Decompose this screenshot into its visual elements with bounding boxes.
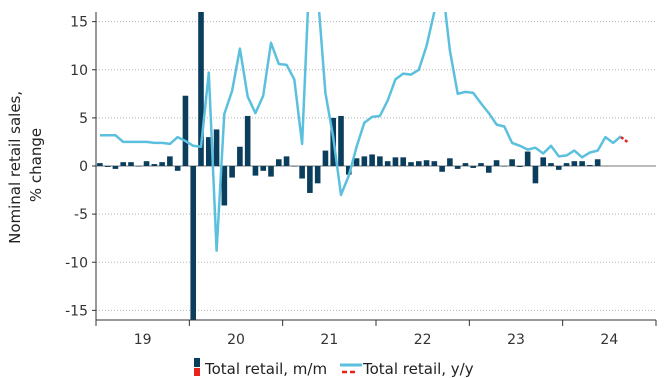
line-yy <box>99 12 622 252</box>
bar-mm <box>462 163 469 166</box>
bar-mm <box>260 166 267 171</box>
bar-mm <box>377 156 383 166</box>
bar-mm <box>291 166 298 167</box>
bar-mm <box>594 159 601 166</box>
bar-mm <box>268 166 274 177</box>
x-tick-labels: 19 20 21 22 23 24 <box>134 332 619 348</box>
bar-mm <box>314 166 321 184</box>
bar-mm <box>555 166 562 170</box>
bar-mm <box>322 150 329 166</box>
bar-mm <box>517 166 523 167</box>
line-yy-forecast <box>620 136 630 144</box>
bar-mm <box>104 166 111 167</box>
y-tick-label: 5 <box>79 111 88 127</box>
bar-mm <box>384 161 391 166</box>
yy-lines <box>99 12 630 252</box>
bar-mm <box>563 163 570 166</box>
bar-mm <box>120 162 127 166</box>
bar-mm <box>392 157 399 166</box>
bar-mm <box>307 166 313 193</box>
bar-mm <box>501 166 508 167</box>
bar-mm <box>415 161 422 166</box>
y-axis-title-line-1: Nominal retail sales, <box>6 91 24 244</box>
bar-mm <box>431 161 438 166</box>
bar-mm <box>221 166 228 206</box>
bar-mm <box>182 95 189 166</box>
bar-mm <box>159 162 165 166</box>
bar-mm <box>540 157 547 166</box>
y-tick-label: -5 <box>74 207 88 223</box>
bar-mm <box>299 166 305 179</box>
y-tick-label: 15 <box>70 15 88 31</box>
mm-bars <box>97 12 601 320</box>
bar-mm <box>237 146 243 166</box>
bar-mm <box>587 165 593 166</box>
legend-label-yy: Total retail, y/y <box>362 360 474 378</box>
y-tick-label: -15 <box>65 303 88 319</box>
grid-lines <box>96 21 656 311</box>
bar-mm <box>174 166 181 171</box>
bar-mm <box>478 163 484 166</box>
bar-mm <box>532 166 539 184</box>
bar-mm <box>524 151 531 166</box>
y-tick-label: 0 <box>79 159 88 175</box>
bar-mm <box>571 161 578 166</box>
bar-mm <box>213 129 220 166</box>
y-tick-labels: -15 -10 -5 0 5 10 15 <box>65 15 88 320</box>
y-tick-label: -10 <box>65 255 88 271</box>
bar-mm <box>447 158 453 166</box>
x-tick-label: 21 <box>320 332 338 348</box>
bar-mm <box>509 159 515 166</box>
bar-mm <box>275 159 282 166</box>
bar-mm <box>229 166 235 178</box>
legend-label-mm: Total retail, m/m <box>204 360 327 378</box>
y-axis-title-line-2: % change <box>27 128 45 202</box>
bar-mm <box>548 163 554 166</box>
bar-mm <box>454 166 461 169</box>
bar-mm <box>345 166 352 175</box>
bar-mm <box>97 163 103 166</box>
y-tick-label: 10 <box>70 63 88 79</box>
bar-mm <box>198 12 204 166</box>
bar-mm <box>112 166 119 169</box>
axes <box>92 12 657 326</box>
bar-mm <box>439 166 445 172</box>
bar-mm <box>283 156 290 166</box>
bar-mm <box>579 161 585 166</box>
bar-mm <box>485 166 492 173</box>
legend-item-yy: Total retail, y/y <box>340 360 474 378</box>
bar-mm <box>143 161 150 166</box>
x-tick-label: 23 <box>507 332 525 348</box>
legend: Total retail, m/m Total retail, y/y <box>194 358 474 378</box>
legend-swatch-mm <box>194 358 200 367</box>
x-tick-label: 19 <box>134 332 152 348</box>
bar-mm <box>252 166 259 176</box>
bar-mm <box>135 166 142 167</box>
bar-mm <box>244 115 251 166</box>
bar-mm <box>205 137 212 166</box>
bar-mm <box>128 162 134 166</box>
y-axis-title: Nominal retail sales, % change <box>6 86 45 244</box>
x-tick-label: 22 <box>414 332 432 348</box>
legend-item-mm: Total retail, m/m <box>194 358 327 378</box>
bar-mm <box>151 164 158 166</box>
bar-mm <box>423 160 430 166</box>
bar-mm <box>408 162 414 166</box>
bar-mm <box>361 156 368 166</box>
bar-mm <box>353 158 360 166</box>
x-tick-label: 20 <box>227 332 245 348</box>
bar-mm <box>369 154 375 166</box>
bar-mm <box>470 166 477 168</box>
bar-mm <box>167 156 173 166</box>
bar-mm <box>338 115 344 166</box>
x-tick-label: 24 <box>600 332 618 348</box>
legend-swatch-mm-forecast <box>194 368 200 376</box>
bar-mm <box>400 157 407 166</box>
bar-mm <box>493 160 500 166</box>
bar-mm <box>190 166 197 320</box>
